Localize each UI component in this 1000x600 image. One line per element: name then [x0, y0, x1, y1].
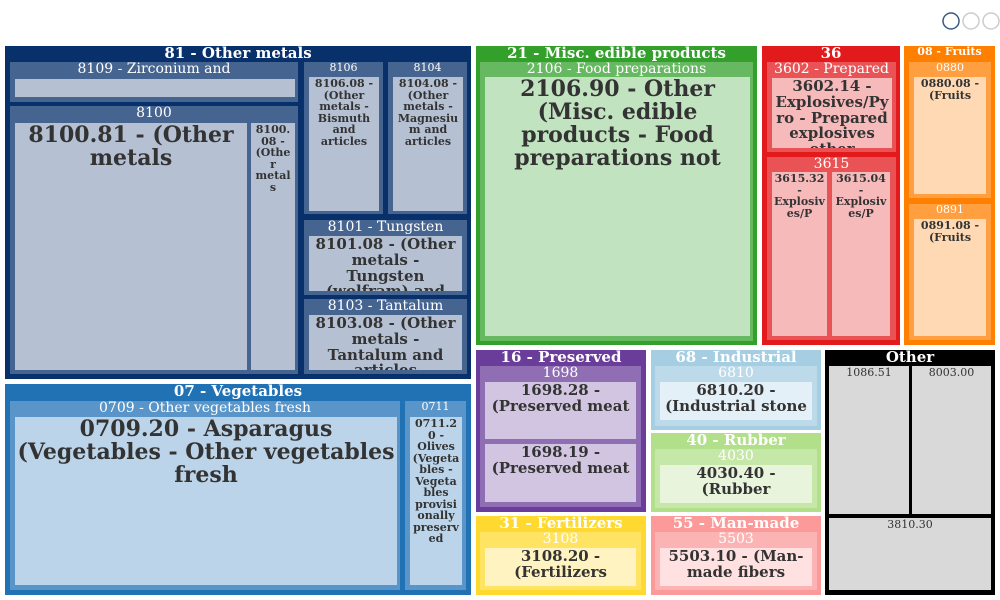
subgroup-label: 4030	[718, 449, 754, 464]
leaf-box: 6810.20 - (Industrial stone	[660, 382, 812, 420]
toolbar-button[interactable]	[942, 12, 960, 30]
leaf-label: 0891.08 - (Fruits	[920, 219, 980, 244]
leaf-box: 3615.32 - Explosives/P	[772, 172, 827, 336]
group-label: 07 - Vegetables	[173, 384, 303, 400]
group-label: 81 - Other metals	[164, 46, 312, 62]
leaf-label: 0709.20 - Asparagus (Vegetables - Other …	[17, 417, 395, 489]
leaf-box: 0711.20 - Olives (Vegetables - Vegetable…	[410, 417, 462, 585]
leaf-label: 1086.51	[846, 366, 892, 379]
subgroup-label: 0709 - Other vegetables fresh	[99, 401, 311, 416]
subgroup-label: 1698	[542, 366, 579, 381]
leaf-box: 8100.81 - (Other metals	[15, 123, 247, 370]
leaf-label: 3602.14 - Explosives/Pyro - Prepared exp…	[775, 78, 889, 148]
subgroup-label: 8103 - Tantalum	[327, 299, 444, 314]
subgroup-label: 8104	[413, 62, 442, 74]
toolbar-button[interactable]	[962, 12, 980, 30]
leaf-box: 4030.40 - (Rubber	[660, 465, 812, 503]
toolbar-button[interactable]	[982, 12, 1000, 30]
leaf-label: 4030.40 - (Rubber	[696, 465, 776, 498]
leaf-label: 0880.08 - (Fruits	[920, 77, 980, 102]
subgroup-label: 2106 - Food preparations	[526, 62, 707, 77]
subgroup-label: 0880	[936, 62, 964, 74]
leaf-box: 2106.90 - Other (Misc. edible products -…	[485, 77, 750, 336]
subgroup-label: 0711	[421, 401, 450, 413]
group-label: 40 - Rubber	[686, 433, 786, 449]
leaf-box: 1086.51	[829, 366, 909, 514]
leaf-label: 8100.81 - (Other metals	[28, 123, 234, 172]
leaf-label: 3810.30	[887, 518, 933, 531]
subgroup-label: 3108	[542, 532, 579, 547]
leaf-box: 3810.30	[829, 518, 991, 590]
group-label: 16 - Preserved	[500, 350, 622, 366]
leaf-label: 8103.08 - (Other metals - Tantalum and a…	[315, 315, 456, 370]
leaf-box: 3108.20 - (Fertilizers	[485, 548, 636, 586]
leaf-label: 8106.08 - (Other metals - Bismuth and ar…	[314, 77, 374, 148]
leaf-label: 1698.28 - (Preserved meat	[491, 382, 630, 415]
subgroup-label: 6810	[718, 366, 754, 381]
subgroup-label: 8100	[136, 106, 172, 121]
leaf-box: 8106.08 - (Other metals - Bismuth and ar…	[309, 77, 379, 211]
leaf-box: 8003.00	[912, 366, 991, 514]
leaf-label: 8100.08 - (Other metals	[255, 123, 291, 194]
leaf-label: 3108.20 - (Fertilizers	[514, 548, 607, 581]
leaf-box: 8104.08 - (Other metals - Magnesium and …	[393, 77, 463, 211]
subgroup-label: 8109 - Zirconium and	[77, 62, 231, 77]
leaf-box: 0880.08 - (Fruits	[914, 77, 986, 194]
leaf-label: 1698.19 - (Preserved meat	[491, 444, 630, 477]
group-label: 68 - Industrial	[675, 350, 797, 366]
leaf-label: 3615.04 - Explosives/P	[835, 172, 887, 220]
leaf-label: 6810.20 - (Industrial stone	[665, 382, 807, 415]
leaf-box	[15, 79, 295, 97]
subgroup-label: 8106	[329, 62, 358, 74]
group-label: 36	[820, 46, 842, 62]
leaf-box: 1698.28 - (Preserved meat	[485, 382, 636, 439]
leaf-box: 3615.04 - Explosives/P	[832, 172, 890, 336]
leaf-label: 5503.10 - (Man-made fibers	[668, 548, 804, 581]
subgroup-label: 3615	[813, 157, 850, 172]
leaf-label: 8003.00	[928, 366, 975, 379]
subgroup-label: 0891	[936, 204, 964, 216]
group-label: 55 - Man-made	[672, 516, 800, 532]
subgroup-label: 3602 - Prepared	[774, 62, 889, 77]
leaf-box: 0891.08 - (Fruits	[914, 219, 986, 336]
leaf-label: 3615.32 - Explosives/P	[774, 172, 825, 220]
group-label: 21 - Misc. edible products	[507, 46, 726, 62]
leaf-label: 0711.20 - Olives (Vegetables - Vegetable…	[412, 417, 460, 546]
toolbar	[942, 12, 1000, 30]
subgroup-label: 8101 - Tungsten	[327, 220, 444, 235]
leaf-box: 8103.08 - (Other metals - Tantalum and a…	[309, 315, 462, 370]
leaf-box: 8101.08 - (Other metals - Tungsten (wolf…	[309, 236, 462, 291]
leaf-label: 8101.08 - (Other metals - Tungsten (wolf…	[315, 236, 456, 291]
group-label: 31 - Fertilizers	[499, 516, 623, 532]
leaf-box: 3602.14 - Explosives/Pyro - Prepared exp…	[772, 78, 892, 148]
group-label: 08 - Fruits	[917, 46, 982, 58]
leaf-box: 8100.08 - (Other metals	[251, 123, 295, 370]
leaf-box: 0709.20 - Asparagus (Vegetables - Other …	[15, 417, 397, 585]
leaf-box: 5503.10 - (Man-made fibers	[660, 548, 812, 586]
subgroup-label: 5503	[718, 532, 754, 547]
leaf-label: 8104.08 - (Other metals - Magnesium and …	[397, 77, 459, 148]
leaf-label: 2106.90 - Other (Misc. edible products -…	[514, 77, 721, 172]
leaf-box: 1698.19 - (Preserved meat	[485, 444, 636, 502]
group-label: Other	[885, 350, 935, 366]
